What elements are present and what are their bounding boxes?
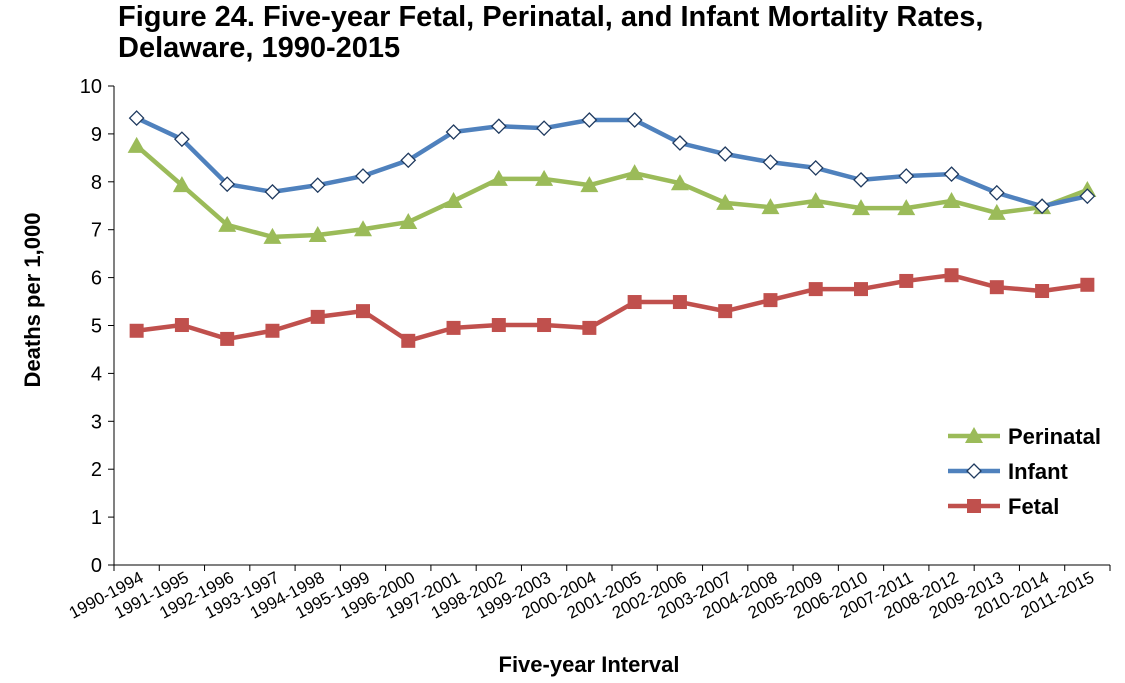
- legend-marker: [966, 463, 982, 479]
- data-point: [899, 273, 914, 288]
- data-point: [762, 154, 779, 171]
- data-point: [355, 168, 371, 184]
- data-point: [1079, 188, 1096, 205]
- data-point: [987, 203, 1006, 220]
- data-point: [265, 323, 280, 338]
- data-point: [854, 282, 868, 297]
- legend-label: Infant: [1008, 459, 1069, 484]
- series-line: [136, 272, 1088, 344]
- data-point: [310, 309, 325, 324]
- data-point: [127, 136, 146, 153]
- data-point: [944, 268, 959, 283]
- data-point: [853, 171, 869, 188]
- data-point: [173, 131, 190, 148]
- data-point: [128, 110, 145, 127]
- data-point: [808, 282, 823, 297]
- series-line: [135, 116, 1088, 209]
- data-point: [718, 304, 733, 319]
- y-tick-label: 8: [91, 172, 102, 194]
- chart-title: Figure 24. Five-year Fetal, Perinatal, a…: [118, 1, 984, 64]
- data-point: [897, 199, 916, 216]
- data-point: [1034, 198, 1051, 215]
- legend-label: Perinatal: [1008, 424, 1101, 449]
- data-point: [942, 191, 961, 208]
- legend-marker: [965, 427, 983, 443]
- y-tick-label: 0: [91, 555, 102, 577]
- data-point: [356, 304, 370, 319]
- data-point: [627, 295, 642, 310]
- data-point: [129, 323, 144, 338]
- y-tick-label: 10: [80, 76, 102, 98]
- y-tick-label: 4: [91, 363, 102, 385]
- x-axis-label: Five-year Interval: [499, 652, 680, 677]
- data-point: [535, 169, 554, 186]
- data-point: [806, 191, 825, 208]
- data-point: [219, 176, 236, 193]
- data-point: [172, 176, 191, 193]
- data-point: [852, 199, 870, 216]
- data-point: [489, 169, 508, 186]
- data-point: [308, 225, 327, 242]
- data-point: [580, 176, 599, 193]
- data-point: [989, 280, 1004, 295]
- series-line: [135, 144, 1089, 240]
- data-point: [761, 198, 780, 215]
- data-point: [716, 193, 735, 210]
- data-point: [218, 215, 237, 232]
- data-point: [626, 112, 643, 128]
- data-point: [943, 166, 960, 183]
- y-axis-label: Deaths per 1,000: [20, 213, 45, 388]
- data-point: [537, 318, 552, 333]
- data-point: [1080, 277, 1095, 292]
- data-point: [354, 220, 372, 237]
- data-point: [581, 112, 598, 128]
- data-point: [444, 191, 463, 208]
- data-point: [807, 159, 824, 176]
- y-tick-label: 9: [91, 124, 102, 146]
- data-point: [898, 168, 915, 184]
- data-point: [625, 164, 644, 181]
- data-point: [264, 183, 281, 200]
- y-tick-label: 5: [91, 316, 102, 338]
- data-point: [491, 318, 506, 333]
- y-tick-label: 2: [91, 459, 102, 481]
- data-point: [445, 124, 462, 140]
- data-point: [582, 320, 597, 335]
- data-point: [263, 227, 282, 244]
- data-point: [309, 177, 326, 194]
- data-point: [988, 184, 1005, 201]
- data-point: [400, 152, 417, 169]
- y-tick-label: 1: [91, 507, 102, 529]
- data-point: [446, 320, 461, 335]
- legend-label: Fetal: [1008, 494, 1059, 519]
- y-tick-label: 6: [91, 268, 102, 290]
- data-point: [1035, 284, 1050, 299]
- data-point: [672, 295, 687, 310]
- data-point: [671, 135, 688, 151]
- data-point: [220, 331, 235, 346]
- y-tick-label: 3: [91, 411, 102, 433]
- data-point: [670, 174, 689, 191]
- legend-marker: [967, 499, 981, 513]
- data-point: [763, 293, 778, 308]
- data-point: [717, 146, 734, 162]
- data-point: [401, 333, 416, 348]
- data-point: [174, 318, 189, 333]
- data-point: [536, 120, 553, 137]
- data-point: [399, 213, 418, 230]
- y-tick-label: 7: [91, 220, 102, 242]
- data-point: [490, 118, 507, 135]
